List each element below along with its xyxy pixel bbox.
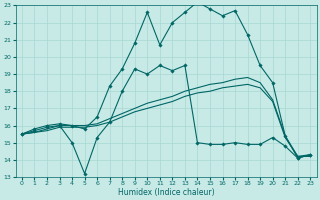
X-axis label: Humidex (Indice chaleur): Humidex (Indice chaleur)	[118, 188, 214, 197]
